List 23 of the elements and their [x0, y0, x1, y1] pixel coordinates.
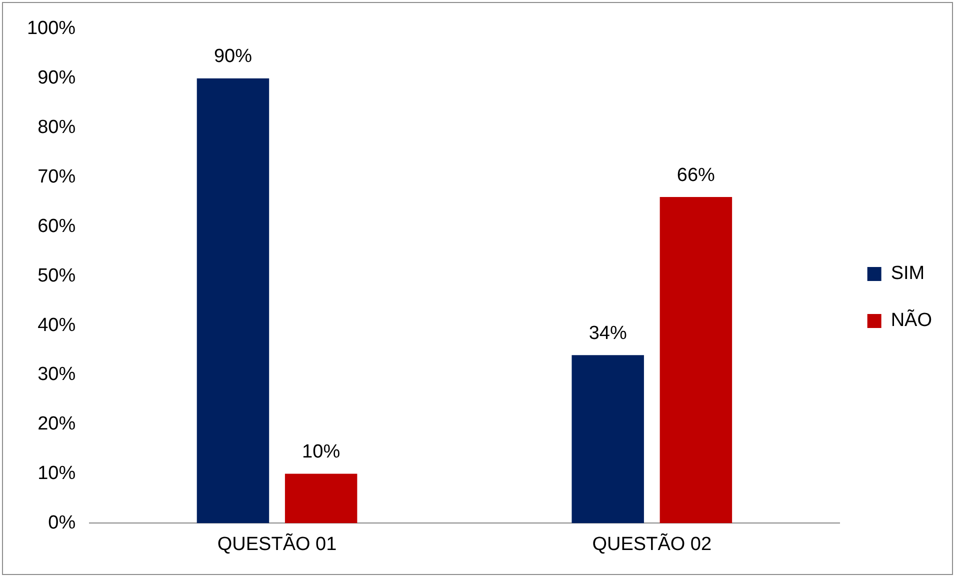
bar: [660, 197, 732, 524]
y-tick-label: 10%: [38, 463, 76, 484]
bar: [196, 78, 270, 524]
y-tick-label: 60%: [38, 216, 76, 237]
data-label: 10%: [302, 442, 340, 463]
data-label: 34%: [588, 322, 627, 344]
y-tick-label: 30%: [38, 364, 76, 386]
bar: [572, 355, 644, 524]
y-tick-label: 70%: [38, 166, 76, 188]
legend-label: SIM: [890, 263, 925, 284]
y-tick-label: 80%: [38, 117, 76, 138]
x-tick-label: QUESTÃO 01: [217, 532, 337, 555]
data-label: 66%: [676, 164, 716, 186]
y-tick-label: 0%: [48, 512, 76, 534]
y-tick-label: 20%: [38, 414, 76, 435]
y-tick-label: 50%: [38, 265, 76, 286]
x-tick-label: QUESTÃO 02: [592, 532, 712, 555]
bar: [284, 474, 358, 524]
y-tick-label: 90%: [38, 68, 76, 89]
y-tick-label: 40%: [38, 314, 76, 336]
y-tick-label: 100%: [26, 18, 76, 40]
data-label: 90%: [214, 46, 252, 68]
legend-label: NÃO: [890, 309, 932, 332]
